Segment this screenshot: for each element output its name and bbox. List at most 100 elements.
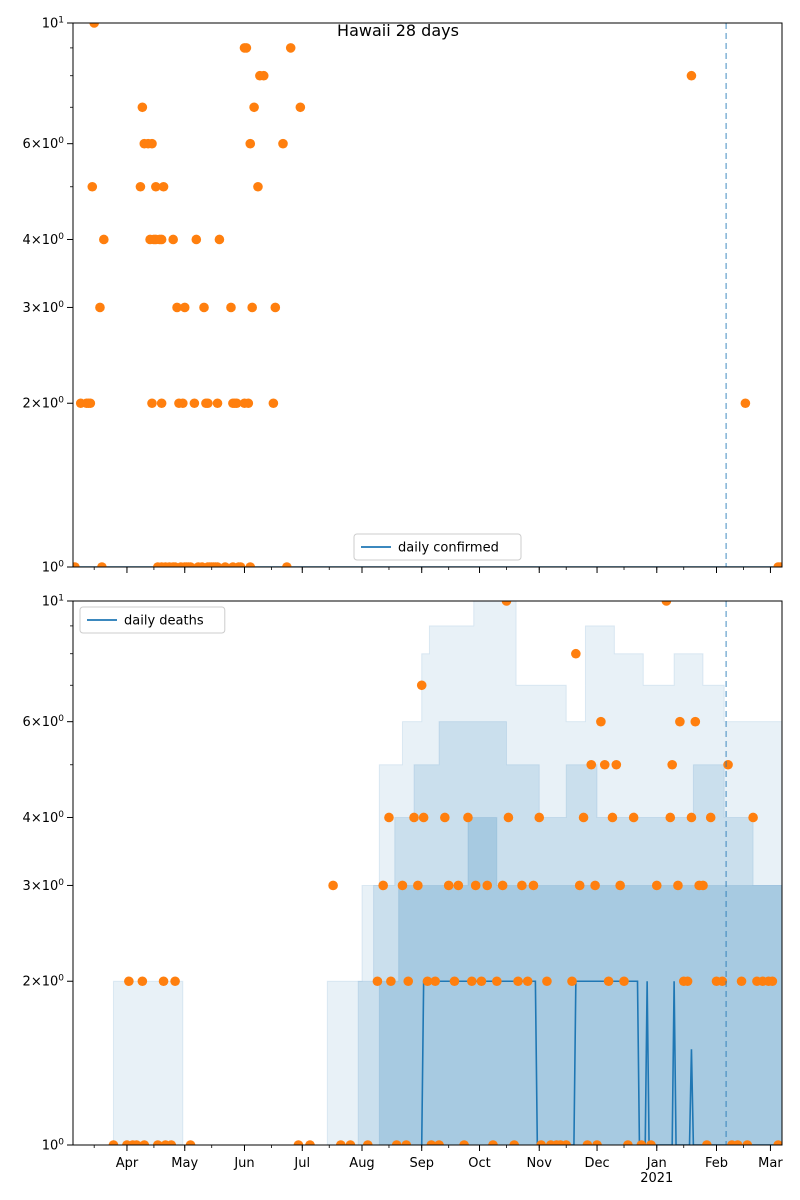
data-point <box>156 234 167 245</box>
y-tick-label: 101 <box>42 16 64 32</box>
data-point <box>440 812 450 823</box>
data-point <box>245 138 256 149</box>
x-tick-label: Dec <box>584 1156 609 1171</box>
data-point <box>191 234 202 245</box>
axes-frame <box>72 22 783 568</box>
data-point <box>137 102 148 113</box>
data-point <box>235 562 246 567</box>
data-point <box>214 234 225 245</box>
data-point <box>513 976 523 987</box>
series-line <box>420 980 782 1145</box>
data-point <box>295 102 306 113</box>
data-point <box>189 398 200 409</box>
data-point <box>226 302 236 313</box>
data-point <box>646 1140 656 1145</box>
data-point <box>476 976 487 987</box>
y-tick-label: 100 <box>42 1138 65 1154</box>
data-point <box>268 398 279 409</box>
data-point <box>416 680 427 691</box>
data-point <box>95 302 105 313</box>
data-point <box>97 562 107 567</box>
data-point <box>470 880 481 891</box>
data-point <box>139 1140 150 1145</box>
data-point <box>596 716 606 727</box>
data-point <box>220 562 230 567</box>
y-tick-label: 3×100 <box>23 878 65 894</box>
plot-area <box>108 601 782 1145</box>
data-point <box>574 880 585 891</box>
data-point <box>449 976 460 987</box>
data-point <box>607 812 618 823</box>
data-point <box>463 812 473 823</box>
data-point <box>528 880 539 891</box>
data-point <box>623 1140 633 1145</box>
data-point <box>203 398 213 409</box>
data-point <box>413 880 423 891</box>
x-tick-label: Mar <box>758 1156 783 1171</box>
data-point <box>418 812 429 823</box>
data-point <box>690 716 701 727</box>
data-point <box>503 812 514 823</box>
data-point <box>453 880 464 891</box>
data-point <box>740 398 751 409</box>
data-point <box>403 976 414 987</box>
data-point <box>582 1140 593 1145</box>
data-point <box>536 1140 546 1145</box>
data-point <box>147 398 157 409</box>
data-point <box>124 976 134 987</box>
data-point <box>542 976 552 987</box>
data-point <box>497 880 508 891</box>
data-point <box>156 398 167 409</box>
y-tick-label: 100 <box>42 560 65 576</box>
data-point <box>628 812 639 823</box>
data-point <box>293 1140 304 1145</box>
data-point <box>732 1140 743 1145</box>
chart-title: Hawaii 28 days <box>337 21 459 40</box>
data-point <box>592 1140 602 1145</box>
data-point <box>578 812 589 823</box>
data-point <box>135 181 146 192</box>
data-point <box>170 976 180 987</box>
data-point <box>571 648 581 659</box>
y-tick-label: 4×100 <box>23 810 65 826</box>
data-point <box>586 759 597 770</box>
legend: daily deaths <box>79 606 226 634</box>
data-point <box>151 181 161 192</box>
data-point <box>651 880 662 891</box>
x-tick-label: Jan <box>646 1156 667 1171</box>
data-point <box>430 976 441 987</box>
data-point <box>698 880 708 891</box>
y-tick-label: 3×100 <box>23 300 65 316</box>
data-point <box>522 976 533 987</box>
x-tick-label: Nov <box>527 1156 553 1171</box>
data-point <box>686 70 697 81</box>
data-point <box>773 1140 782 1145</box>
data-point <box>384 812 394 823</box>
data-point <box>409 812 419 823</box>
data-point <box>603 976 614 987</box>
data-point <box>386 976 396 987</box>
data-point <box>397 880 408 891</box>
data-point <box>590 880 600 891</box>
data-point <box>434 1140 444 1145</box>
data-point <box>285 43 296 53</box>
x-tick-label: Sep <box>409 1156 434 1171</box>
data-point <box>459 1140 469 1145</box>
axes-frame <box>72 600 783 1146</box>
data-point <box>152 1140 163 1145</box>
data-point <box>85 398 96 409</box>
data-point <box>258 70 269 81</box>
data-point <box>270 302 281 313</box>
data-point <box>282 562 292 567</box>
data-point <box>467 976 477 987</box>
data-point <box>231 398 242 409</box>
x-tick-label: Jun <box>233 1156 254 1171</box>
data-point <box>619 976 629 987</box>
data-point <box>492 976 502 987</box>
data-point <box>665 812 676 823</box>
data-point <box>426 1140 437 1145</box>
data-point <box>767 976 778 987</box>
data-point <box>245 562 256 567</box>
data-point <box>199 302 209 313</box>
data-point <box>178 398 188 409</box>
